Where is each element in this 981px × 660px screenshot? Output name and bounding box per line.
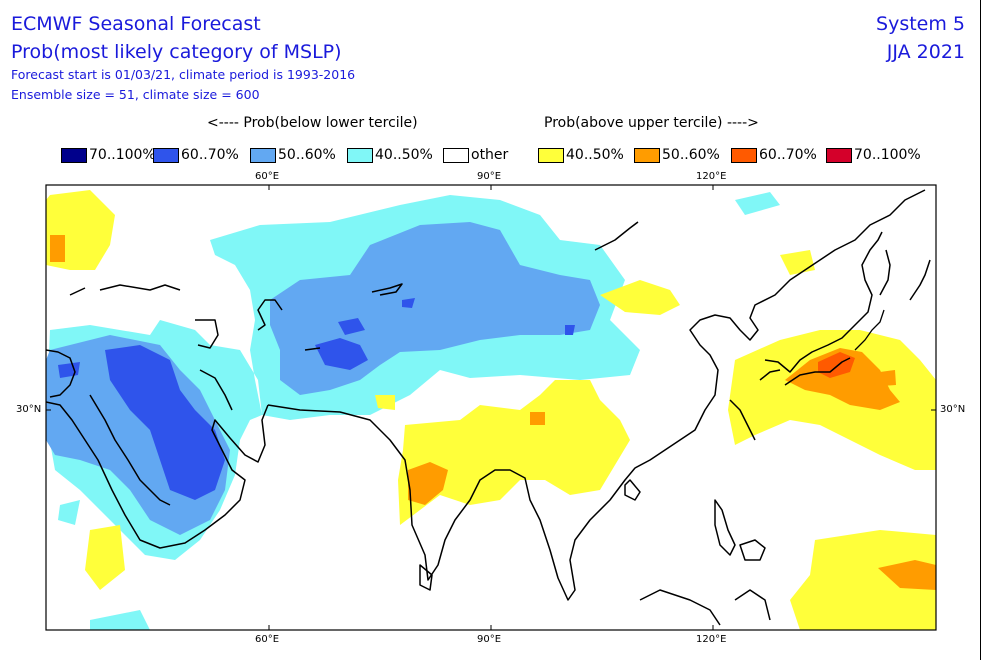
legend-item: 60..70% bbox=[153, 146, 239, 164]
legend-item: 40..50% bbox=[347, 146, 433, 164]
forecast-info: Forecast start is 01/03/21, climate peri… bbox=[11, 67, 356, 82]
legend-item: other bbox=[443, 146, 508, 164]
legend-swatch bbox=[347, 147, 373, 163]
legend-swatch bbox=[250, 147, 276, 163]
bottom-tick-120e: 120°E bbox=[696, 634, 727, 645]
yellow-region bbox=[46, 190, 936, 630]
legend-item: 70..100% bbox=[61, 146, 156, 164]
tick-marks bbox=[46, 185, 936, 630]
bottom-tick-60e: 60°E bbox=[255, 634, 280, 645]
page-subtitle: Prob(most likely category of MSLP) bbox=[11, 41, 342, 63]
legend-label: 40..50% bbox=[375, 147, 433, 163]
bottom-tick-90e: 90°E bbox=[477, 634, 502, 645]
legend-swatch bbox=[731, 147, 757, 163]
top-tick-120e: 120°E bbox=[696, 171, 727, 182]
legend-label: 50..60% bbox=[278, 147, 336, 163]
top-tick-60e: 60°E bbox=[255, 171, 280, 182]
orange-region bbox=[50, 235, 936, 590]
legend-item: 60..70% bbox=[731, 146, 817, 164]
legend-item: 50..60% bbox=[634, 146, 720, 164]
legend-swatch bbox=[826, 147, 852, 163]
legend-above-header: Prob(above upper tercile) ----> bbox=[544, 115, 759, 131]
legend-label: 70..100% bbox=[854, 147, 921, 163]
page-title: ECMWF Seasonal Forecast bbox=[11, 13, 261, 35]
legend-item: 40..50% bbox=[538, 146, 624, 164]
legend-swatch bbox=[634, 147, 660, 163]
japan-coast bbox=[854, 309, 885, 351]
period-label: JJA 2021 bbox=[886, 41, 965, 63]
legend-label: 40..50% bbox=[566, 147, 624, 163]
legend-label: 70..100% bbox=[89, 147, 156, 163]
legend-item: 70..100% bbox=[826, 146, 921, 164]
top-tick-90e: 90°E bbox=[477, 171, 502, 182]
legend-swatch bbox=[443, 147, 469, 163]
legend-label: 60..70% bbox=[181, 147, 239, 163]
legend-label: 60..70% bbox=[759, 147, 817, 163]
legend-label: 50..60% bbox=[662, 147, 720, 163]
right-lat-30n: 30°N bbox=[940, 404, 966, 415]
coastlines bbox=[46, 189, 931, 626]
legend-item: 50..60% bbox=[250, 146, 336, 164]
left-lat-30n: 30°N bbox=[16, 404, 42, 415]
legend-swatch bbox=[61, 147, 87, 163]
system-label: System 5 bbox=[876, 13, 965, 35]
legend-below-header: <---- Prob(below lower tercile) bbox=[207, 115, 418, 131]
legend-label: other bbox=[471, 147, 509, 163]
legend-swatch bbox=[538, 147, 564, 163]
ensemble-info: Ensemble size = 51, climate size = 600 bbox=[11, 87, 260, 102]
legend-swatch bbox=[153, 147, 179, 163]
